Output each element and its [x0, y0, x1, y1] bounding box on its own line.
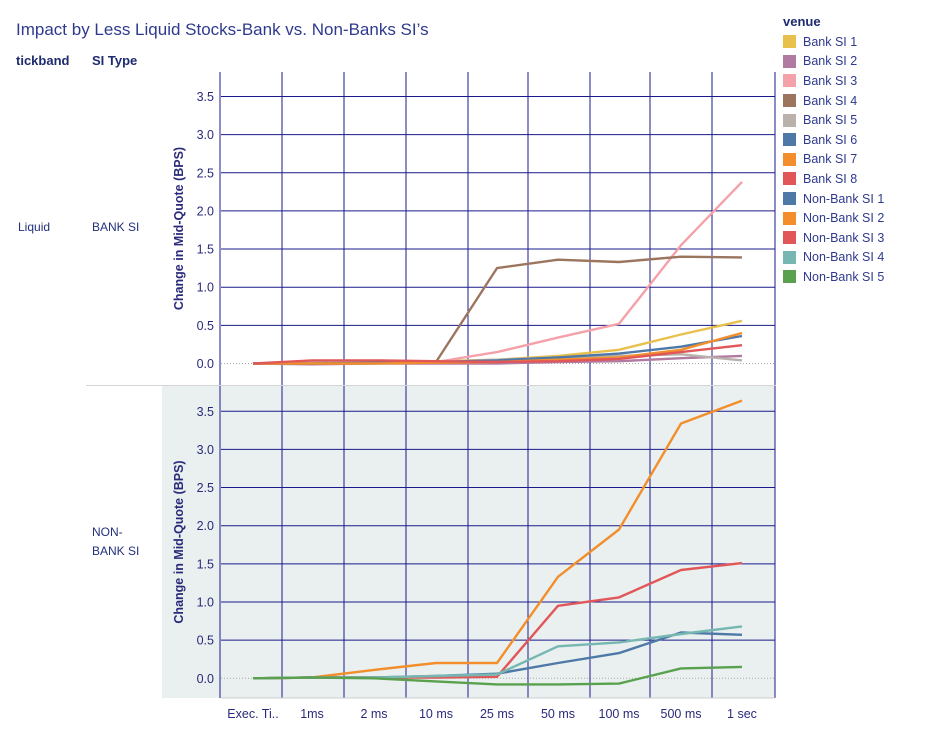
legend-swatch	[783, 172, 796, 186]
legend-item[interactable]: Bank SI 2	[783, 52, 884, 72]
legend-item[interactable]: Bank SI 7	[783, 150, 884, 170]
series-line	[253, 181, 743, 365]
y-tick-label: 2.0	[197, 519, 214, 533]
legend-item[interactable]: Non-Bank SI 5	[783, 267, 884, 287]
y-tick-label: 1.0	[197, 596, 214, 610]
y-tick-label: 1.5	[197, 557, 214, 571]
y-axis-label: Change in Mid-Quote (BPS)	[172, 460, 186, 623]
legend-swatch	[783, 211, 796, 225]
legend-item[interactable]: Non-Bank SI 3	[783, 228, 884, 248]
legend-label: Bank SI 8	[803, 171, 858, 186]
legend-swatch	[783, 113, 796, 127]
x-tick-label: 500 ms	[661, 707, 702, 721]
legend-swatch	[783, 152, 796, 166]
legend-label: Non-Bank SI 2	[803, 211, 885, 226]
header-si-type: SI Type	[92, 53, 138, 68]
legend-title: venue	[783, 14, 821, 29]
legend-label: Bank SI 3	[803, 73, 858, 88]
legend-label: Non-Bank SI 4	[803, 250, 885, 265]
series-line	[252, 665, 743, 686]
legend-item[interactable]: Bank SI 6	[783, 130, 884, 150]
header-tickband: tickband	[16, 53, 70, 68]
legend-label: Non-Bank SI 1	[803, 191, 885, 206]
legend-swatch	[783, 231, 796, 245]
y-tick-label: 1.5	[197, 243, 214, 257]
row-label-tickband-liquid: Liquid	[18, 220, 51, 234]
x-tick-label: 10 ms	[419, 707, 453, 721]
series-line	[252, 319, 743, 365]
y-tick-label: 3.5	[197, 90, 214, 104]
row-divider	[86, 385, 776, 386]
legend-swatch	[783, 133, 796, 147]
legend-label: Bank SI 2	[803, 54, 858, 69]
legend-item[interactable]: Bank SI 8	[783, 169, 884, 189]
legend: venue Bank SI 1 Bank SI 2 Bank SI 3 Bank SI…	[783, 14, 884, 287]
y-tick-label: 1.0	[197, 281, 214, 295]
row-label-si-type-bank: BANK SI	[92, 220, 140, 234]
legend-items: Bank SI 1 Bank SI 2 Bank SI 3 Bank SI 4 Bank…	[783, 32, 884, 287]
y-tick-label: 0.5	[197, 319, 214, 333]
legend-swatch	[783, 54, 796, 68]
y-tick-label: 0.5	[197, 634, 214, 648]
legend-swatch	[783, 192, 796, 206]
y-axis-label: Change in Mid-Quote (BPS)	[172, 147, 186, 310]
x-tick-label: 100 ms	[599, 707, 640, 721]
chart-title: Impact by Less Liquid Stocks-Bank vs. No…	[16, 20, 429, 39]
legend-label: Bank SI 1	[803, 34, 858, 49]
line-chart: 3.5 3.0 2.5 2.0 1.5 1.0 0.5 0.0 Change in Mid-Qu…	[162, 72, 776, 721]
x-tick-label: 2 ms	[360, 707, 387, 721]
y-tick-label: 0.0	[197, 357, 214, 371]
legend-label: Bank SI 7	[803, 152, 858, 167]
y-tick-label: 2.0	[197, 204, 214, 218]
legend-label: Non-Bank SI 5	[803, 269, 885, 284]
legend-label: Non-Bank SI 3	[803, 230, 885, 245]
x-tick-label: 50 ms	[541, 707, 575, 721]
row-label-si-type-nonbank: NON- BANK SI	[92, 525, 140, 558]
legend-item[interactable]: Non-Bank SI 1	[783, 189, 884, 209]
x-tick-label: 25 ms	[480, 707, 514, 721]
y-tick-label: 2.5	[197, 166, 214, 180]
legend-item[interactable]: Non-Bank SI 4	[783, 248, 884, 268]
x-tick-label: 1ms	[300, 707, 324, 721]
series-line	[252, 399, 743, 680]
legend-swatch	[783, 94, 796, 108]
y-tick-label: 3.5	[197, 405, 214, 419]
legend-label: Bank SI 6	[803, 132, 858, 147]
legend-label: Bank SI 4	[803, 93, 858, 108]
series-line	[252, 344, 743, 365]
legend-item[interactable]: Non-Bank SI 2	[783, 208, 884, 228]
legend-item[interactable]: Bank SI 5	[783, 110, 884, 130]
legend-item[interactable]: Bank SI 3	[783, 71, 884, 91]
legend-swatch	[783, 74, 796, 88]
legend-swatch	[783, 270, 796, 284]
legend-item[interactable]: Bank SI 1	[783, 32, 884, 52]
y-tick-label: 3.0	[197, 443, 214, 457]
x-tick-label: 1 sec	[727, 707, 757, 721]
y-tick-label: 2.5	[197, 481, 214, 495]
y-tick-label: 3.0	[197, 128, 214, 142]
legend-swatch	[783, 35, 796, 49]
x-tick-label: Exec. Ti..	[227, 707, 278, 721]
legend-label: Bank SI 5	[803, 113, 858, 128]
legend-swatch	[783, 250, 796, 264]
y-tick-label: 0.0	[197, 672, 214, 686]
legend-item[interactable]: Bank SI 4	[783, 91, 884, 111]
